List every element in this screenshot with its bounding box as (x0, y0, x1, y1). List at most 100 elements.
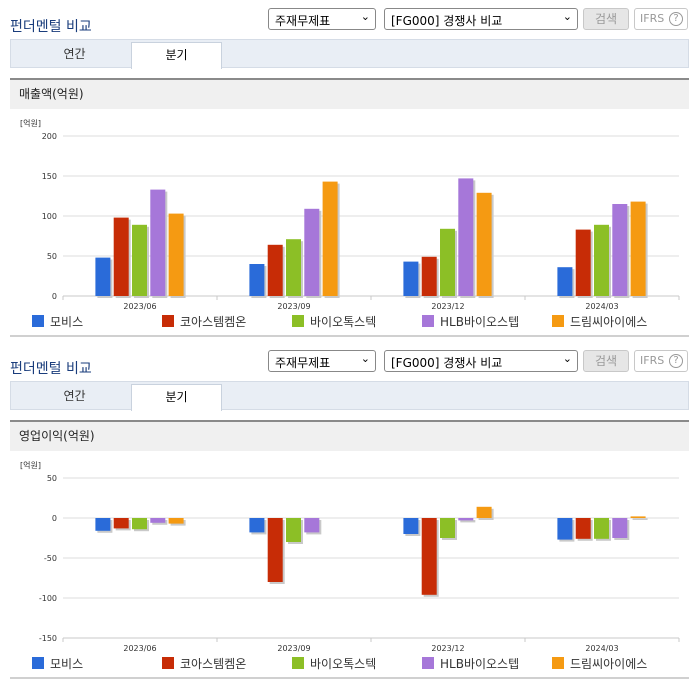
legend-label: 바이오톡스텍 (310, 315, 377, 329)
bar (132, 518, 147, 530)
comparison-select[interactable]: [FG000] 경쟁사 비교 ⌄ (384, 8, 578, 30)
chevron-down-icon: ⌄ (562, 352, 572, 365)
ifrs-button[interactable]: IFRS ? (634, 8, 688, 30)
search-button[interactable]: 검색 (583, 350, 629, 372)
chevron-down-icon: ⌄ (562, 10, 572, 23)
tab-quarterly[interactable]: 분기 (131, 42, 222, 69)
bar (594, 224, 609, 296)
legend-item[interactable]: 모비스 (32, 655, 83, 672)
x-tick-label: 2023/09 (277, 302, 310, 310)
chart-legend: 모비스 코아스템켐온 바이오톡스텍 HLB바이오스텝 드림씨아이에스 (0, 313, 696, 331)
legend-item[interactable]: 드림씨아이에스 (552, 313, 647, 330)
tab-annual[interactable]: 연간 (63, 389, 86, 403)
bar-shadow (460, 520, 476, 523)
bar (267, 244, 283, 296)
bar (95, 257, 111, 296)
legend-label: 바이오톡스텍 (310, 657, 377, 671)
x-tick-label: 2023/12 (431, 302, 464, 310)
search-button[interactable]: 검색 (583, 8, 629, 30)
bar (557, 518, 573, 540)
y-tick-label: 200 (42, 132, 57, 141)
bar (440, 518, 455, 538)
legend-swatch (552, 657, 564, 669)
statement-type-value: 주재무제표 (275, 14, 331, 28)
bar (113, 518, 129, 529)
ifrs-label: IFRS (640, 12, 665, 25)
tab-quarterly[interactable]: 분기 (131, 384, 222, 411)
ifrs-button[interactable]: IFRS ? (634, 350, 688, 372)
legend-label: 코아스템켐온 (180, 315, 247, 329)
bar (612, 204, 628, 296)
bar (322, 181, 338, 296)
legend-item[interactable]: HLB바이오스텝 (422, 313, 519, 330)
metric-title: 매출액(억원) (19, 87, 84, 101)
section-title: 펀더멘털 비교 (10, 361, 92, 377)
y-tick-label: 50 (47, 474, 57, 483)
bar (267, 518, 283, 582)
bar (168, 518, 184, 524)
statement-type-value: 주재무제표 (275, 356, 331, 370)
period-tabs: 연간 분기 (10, 381, 689, 411)
y-tick-label: 100 (42, 212, 57, 221)
legend-item[interactable]: 모비스 (32, 313, 83, 330)
legend-label: 코아스템켐온 (180, 657, 247, 671)
unit-label: [억원] (20, 461, 41, 470)
bar (168, 213, 184, 296)
legend-item[interactable]: 바이오톡스텍 (292, 655, 376, 672)
bar (249, 264, 265, 296)
chart-legend: 모비스 코아스템켐온 바이오톡스텍 HLB바이오스텝 드림씨아이에스 (0, 655, 696, 673)
bar (249, 518, 265, 533)
comparison-select[interactable]: [FG000] 경쟁사 비교 ⌄ (384, 350, 578, 372)
legend-label: HLB바이오스텝 (440, 315, 520, 329)
bar (458, 518, 474, 521)
legend-item[interactable]: 코아스템켐온 (162, 313, 246, 330)
legend-swatch (422, 657, 434, 669)
legend-swatch (32, 657, 44, 669)
legend-label: 드림씨아이에스 (570, 315, 648, 329)
bar (630, 201, 646, 296)
legend-swatch (162, 315, 174, 327)
bar (403, 518, 419, 534)
bar (113, 217, 129, 296)
bar (150, 189, 166, 296)
chevron-down-icon: ⌄ (360, 352, 370, 365)
legend-label: HLB바이오스텝 (440, 657, 520, 671)
section-header-1: 펀더멘털 비교 주재무제표 ⌄ [FG000] 경쟁사 비교 ⌄ 검색 IFRS… (0, 8, 696, 38)
divider (10, 677, 689, 679)
legend-swatch (292, 657, 304, 669)
bar (575, 518, 591, 539)
divider (10, 335, 689, 337)
revenue-chart: 0 50 100 150 200 2023/06 2023/09 2023/12 2024/03 (42, 132, 680, 310)
bar (557, 267, 573, 296)
legend-swatch (32, 315, 44, 327)
section-header-2: 펀더멘털 비교 주재무제표 ⌄ [FG000] 경쟁사 비교 ⌄ 검색 IFRS… (0, 350, 696, 380)
legend-item[interactable]: 바이오톡스텍 (292, 313, 376, 330)
tab-annual[interactable]: 연간 (63, 47, 86, 61)
x-tick-label: 2023/09 (277, 644, 310, 652)
legend-swatch (422, 315, 434, 327)
metric-title-bar: 매출액(억원) (10, 78, 689, 109)
legend-label: 모비스 (50, 657, 84, 671)
y-tick-label: 0 (52, 514, 57, 523)
bar (150, 518, 166, 523)
statement-type-select[interactable]: 주재무제표 ⌄ (268, 8, 376, 30)
comparison-value: [FG000] 경쟁사 비교 (391, 14, 503, 28)
y-tick-label: -150 (39, 634, 57, 643)
bar (421, 518, 437, 595)
legend-item[interactable]: 드림씨아이에스 (552, 655, 647, 672)
bar (476, 506, 492, 518)
x-tick-label: 2024/03 (585, 302, 618, 310)
legend-label: 드림씨아이에스 (570, 657, 648, 671)
bar (458, 178, 474, 296)
bar (630, 516, 646, 518)
bar (95, 518, 111, 531)
statement-type-select[interactable]: 주재무제표 ⌄ (268, 350, 376, 372)
legend-label: 모비스 (50, 315, 84, 329)
y-tick-label: 50 (47, 252, 57, 261)
legend-item[interactable]: HLB바이오스텝 (422, 655, 519, 672)
help-icon[interactable]: ? (669, 12, 683, 26)
legend-item[interactable]: 코아스템켐온 (162, 655, 246, 672)
help-icon[interactable]: ? (669, 354, 683, 368)
bar (594, 518, 609, 539)
bar (403, 261, 419, 296)
